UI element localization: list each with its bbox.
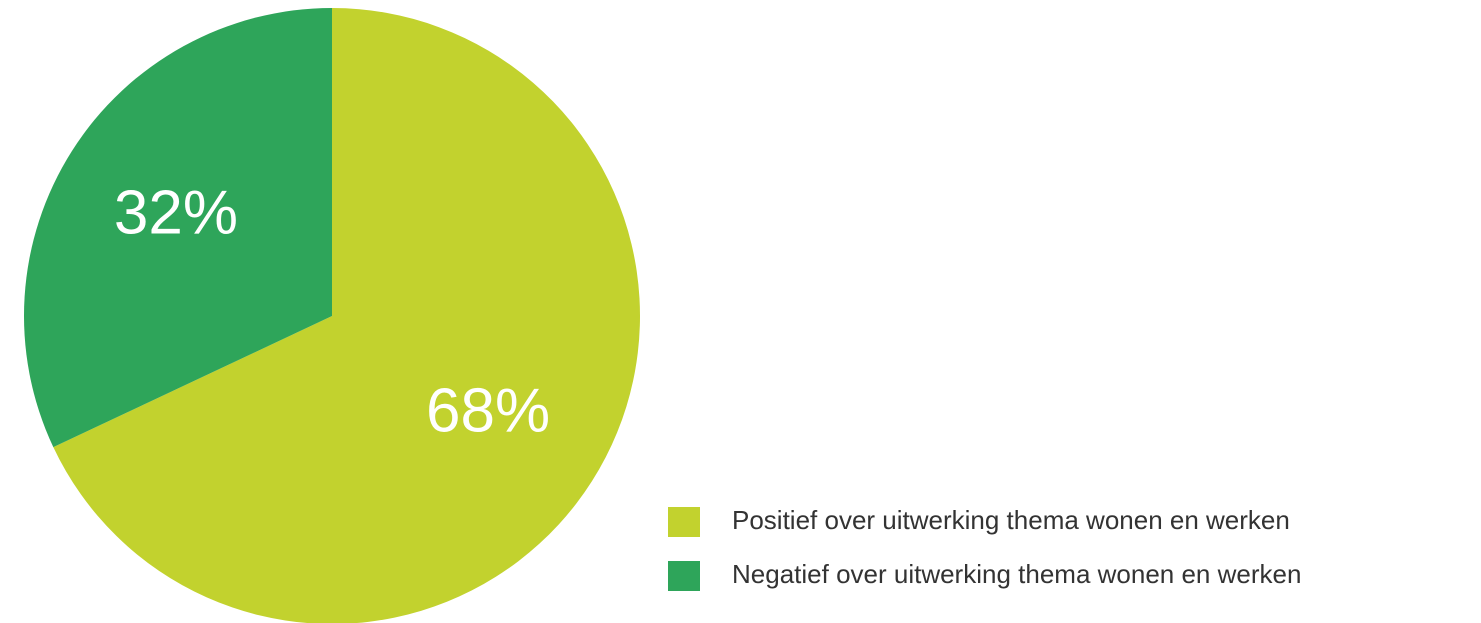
legend-label: Negatief over uitwerking thema wonen en … (732, 559, 1301, 589)
value-label: 68% (426, 376, 550, 445)
legend-swatch (668, 507, 700, 537)
value-label: 32% (114, 178, 238, 247)
pie-slice (53, 8, 640, 623)
legend-label: Positief over uitwerking thema wonen en … (732, 505, 1290, 535)
pie-slice (23, 8, 332, 448)
legend-swatch (668, 561, 700, 591)
